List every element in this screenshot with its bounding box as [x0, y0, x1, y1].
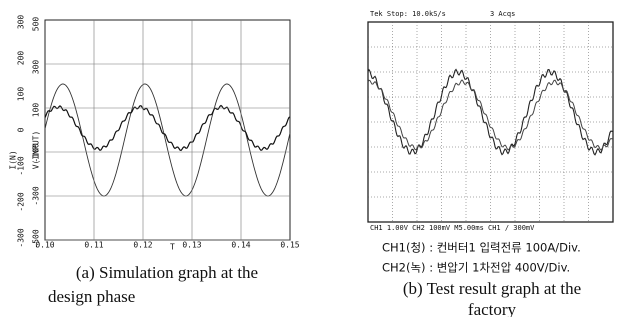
y-tick-label: -300 [17, 228, 26, 247]
y-tick-label: 300 [17, 15, 26, 30]
axis-label: I(N) [9, 150, 18, 169]
plot-frame [45, 20, 290, 240]
x-tick-label: 0.11 [84, 241, 103, 250]
y-tick-label: -300 [32, 186, 41, 205]
y-tick-label: 100 [32, 103, 41, 118]
y-tick-label: -200 [17, 192, 26, 211]
legend-line: CH1(청) : 컨버터1 입력전류 100A/Div. [382, 241, 581, 255]
legend-line: CH2(녹) : 변압기 1차전압 400V/Div. [382, 261, 570, 275]
x-tick-label: 0.14 [231, 241, 250, 250]
y-tick-label: 0 [17, 127, 26, 132]
y-tick-label: 300 [32, 60, 41, 75]
x-tick-label: 0.12 [133, 241, 152, 250]
caption: (b) Test result graph at the [403, 279, 581, 298]
figure: T (a) Simulation graph at the design pha… [0, 0, 624, 317]
panel-b: Tek Stop: 10.0kS/s 3 Acqs CH1 1.00V CH2 … [368, 10, 613, 317]
caption: design phase [48, 287, 135, 306]
scope-header: Tek Stop: 10.0kS/s [370, 10, 446, 18]
x-tick-label: 0.13 [182, 241, 201, 250]
caption: factory [468, 300, 517, 317]
y-tick-label: 100 [17, 87, 26, 102]
axis-label: T [170, 243, 175, 252]
panel-a: T (a) Simulation graph at the design pha… [9, 15, 300, 306]
caption: (a) Simulation graph at the [76, 263, 258, 282]
scope-footer: CH1 1.00V CH2 100mV M5.00ms CH1 / 300mV [370, 224, 535, 232]
y-tick-label: -100 [17, 156, 26, 175]
x-tick-label: 0.15 [280, 241, 299, 250]
y-tick-label: 500 [32, 17, 41, 32]
axis-label: V(INPUT) [32, 131, 41, 170]
y-tick-label: -500 [32, 229, 41, 248]
waveform [45, 106, 290, 151]
scope-header: 3 Acqs [490, 10, 515, 18]
y-tick-label: 200 [17, 51, 26, 66]
